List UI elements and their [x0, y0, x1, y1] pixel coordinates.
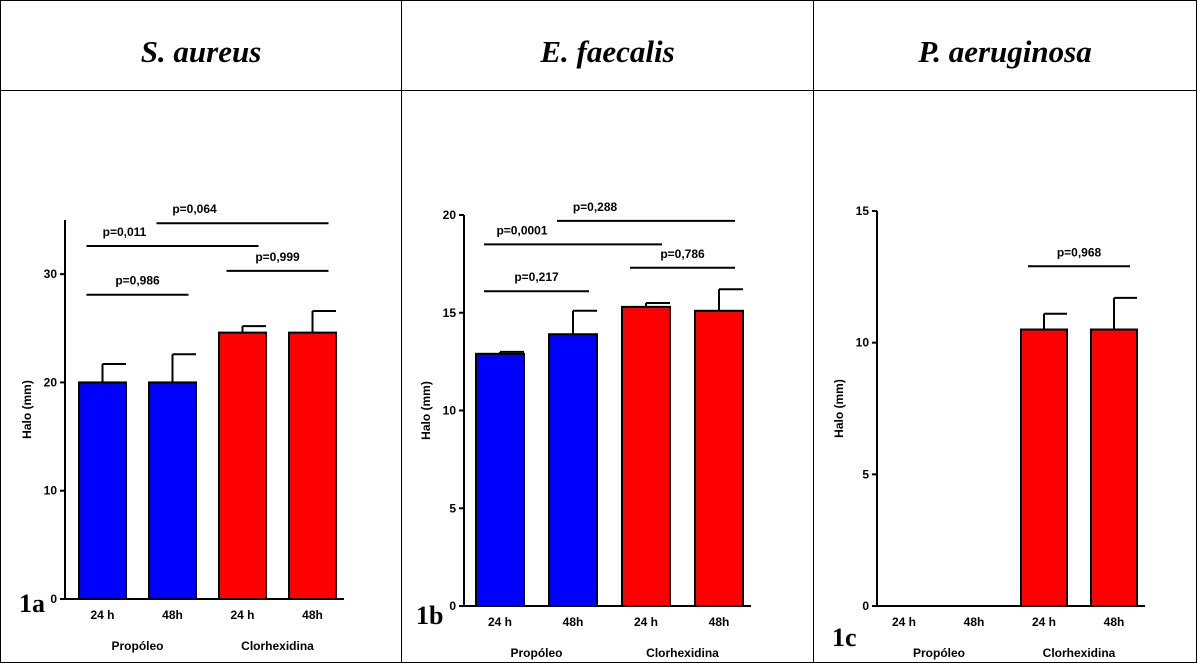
bar: [288, 331, 337, 600]
p-value-label: p=0,217: [514, 270, 559, 284]
y-tick-label: 5: [862, 467, 869, 481]
bar: [1020, 328, 1068, 607]
p-value-label: p=0,0001: [496, 223, 547, 237]
panel-1c-cell: 0 5 10 15 Halo (mm) 24 h 48h 24 h 48h Propóleo Clo…: [813, 90, 1197, 663]
y-tick-label: 15: [443, 306, 457, 320]
panel-1c-header: P. aeruginosa: [813, 0, 1197, 91]
y-tick-label: 10: [44, 484, 58, 498]
bar: [148, 381, 197, 600]
panel-1a-header: S. aureus: [0, 0, 402, 91]
y-tick-label: 10: [856, 336, 870, 350]
y-tick-label: 0: [862, 599, 869, 613]
p-value-label: p=0,064: [172, 202, 217, 216]
panel-1b-header: E. faecalis: [401, 0, 814, 91]
y-tick-label: 30: [44, 267, 58, 281]
x-tick-label: 48h: [964, 615, 985, 629]
y-axis-label: Halo (mm): [832, 379, 846, 438]
x-tick-label: 48h: [162, 608, 183, 622]
panel-1a-title: S. aureus: [140, 33, 262, 69]
bar-chart-1c: 0 5 10 15 Halo (mm) 24 h 48h 24 h 48h Propóleo Clo…: [832, 204, 1145, 660]
x-tick-label: 48h: [709, 615, 730, 629]
y-tick-label: 20: [44, 375, 58, 389]
bar: [621, 305, 671, 607]
y-tick-label: 20: [443, 208, 457, 222]
x-tick-label: 48h: [302, 608, 323, 622]
group-label: Propóleo: [510, 646, 562, 660]
bar-chart-1b: 0 5 10 15 20 Halo (mm) 24 h 48h 24 h 48h Propóleo C…: [419, 200, 751, 660]
y-axis-label: Halo (mm): [20, 380, 34, 439]
panel-1b-cell: 0 5 10 15 20 Halo (mm) 24 h 48h 24 h 48h Propóleo C…: [401, 90, 814, 663]
panel-1b-label: 1b: [416, 601, 444, 630]
title-row: S. aureus E. faecalis P. aeruginosa: [0, 0, 1197, 91]
panel-1b-title: E. faecalis: [540, 33, 675, 69]
p-value-label: p=0,986: [115, 274, 160, 288]
panel-1a-label: 1a: [19, 589, 45, 618]
bar: [548, 333, 598, 607]
group-label: Clorhexidina: [1043, 646, 1116, 660]
group-label: Clorhexidina: [646, 646, 719, 660]
p-value-label: p=0,999: [255, 250, 300, 264]
p-value-label: p=0,786: [660, 247, 705, 261]
p-value-label: p=0,288: [573, 200, 618, 214]
p-value-label: p=0,968: [1057, 245, 1102, 259]
y-tick-label: 15: [856, 204, 870, 218]
x-tick-label: 24 h: [1032, 615, 1056, 629]
y-tick-label: 0: [50, 592, 57, 606]
y-tick-label: 0: [449, 599, 456, 613]
chart-row: 0 10 20 30 Halo (mm) 24 h 48h 24 h 48h Propóleo Cl…: [0, 90, 1197, 663]
group-label: Clorhexidina: [241, 639, 314, 653]
panel-1c-title: P. aeruginosa: [918, 33, 1092, 69]
y-axis-label: Halo (mm): [419, 381, 433, 440]
bar: [1090, 328, 1138, 607]
bar: [694, 309, 744, 607]
x-tick-label: 24 h: [90, 608, 114, 622]
bar: [475, 352, 525, 607]
x-tick-label: 24 h: [634, 615, 658, 629]
x-tick-label: 48h: [1104, 615, 1125, 629]
bar: [218, 331, 267, 600]
y-tick-label: 5: [449, 501, 456, 515]
x-tick-label: 24 h: [488, 615, 512, 629]
panel-1a-cell: 0 10 20 30 Halo (mm) 24 h 48h 24 h 48h Propóleo Cl…: [0, 90, 402, 663]
x-tick-label: 48h: [563, 615, 584, 629]
group-label: Propóleo: [913, 646, 965, 660]
x-tick-label: 24 h: [230, 608, 254, 622]
group-label: Propóleo: [111, 639, 163, 653]
y-tick-label: 10: [443, 404, 457, 418]
x-tick-label: 24 h: [892, 615, 916, 629]
p-value-label: p=0,011: [103, 225, 147, 239]
panel-1c-label: 1c: [832, 623, 857, 652]
bar: [78, 381, 127, 600]
bar-chart-1a: 0 10 20 30 Halo (mm) 24 h 48h 24 h 48h Propóleo Cl…: [20, 202, 344, 653]
